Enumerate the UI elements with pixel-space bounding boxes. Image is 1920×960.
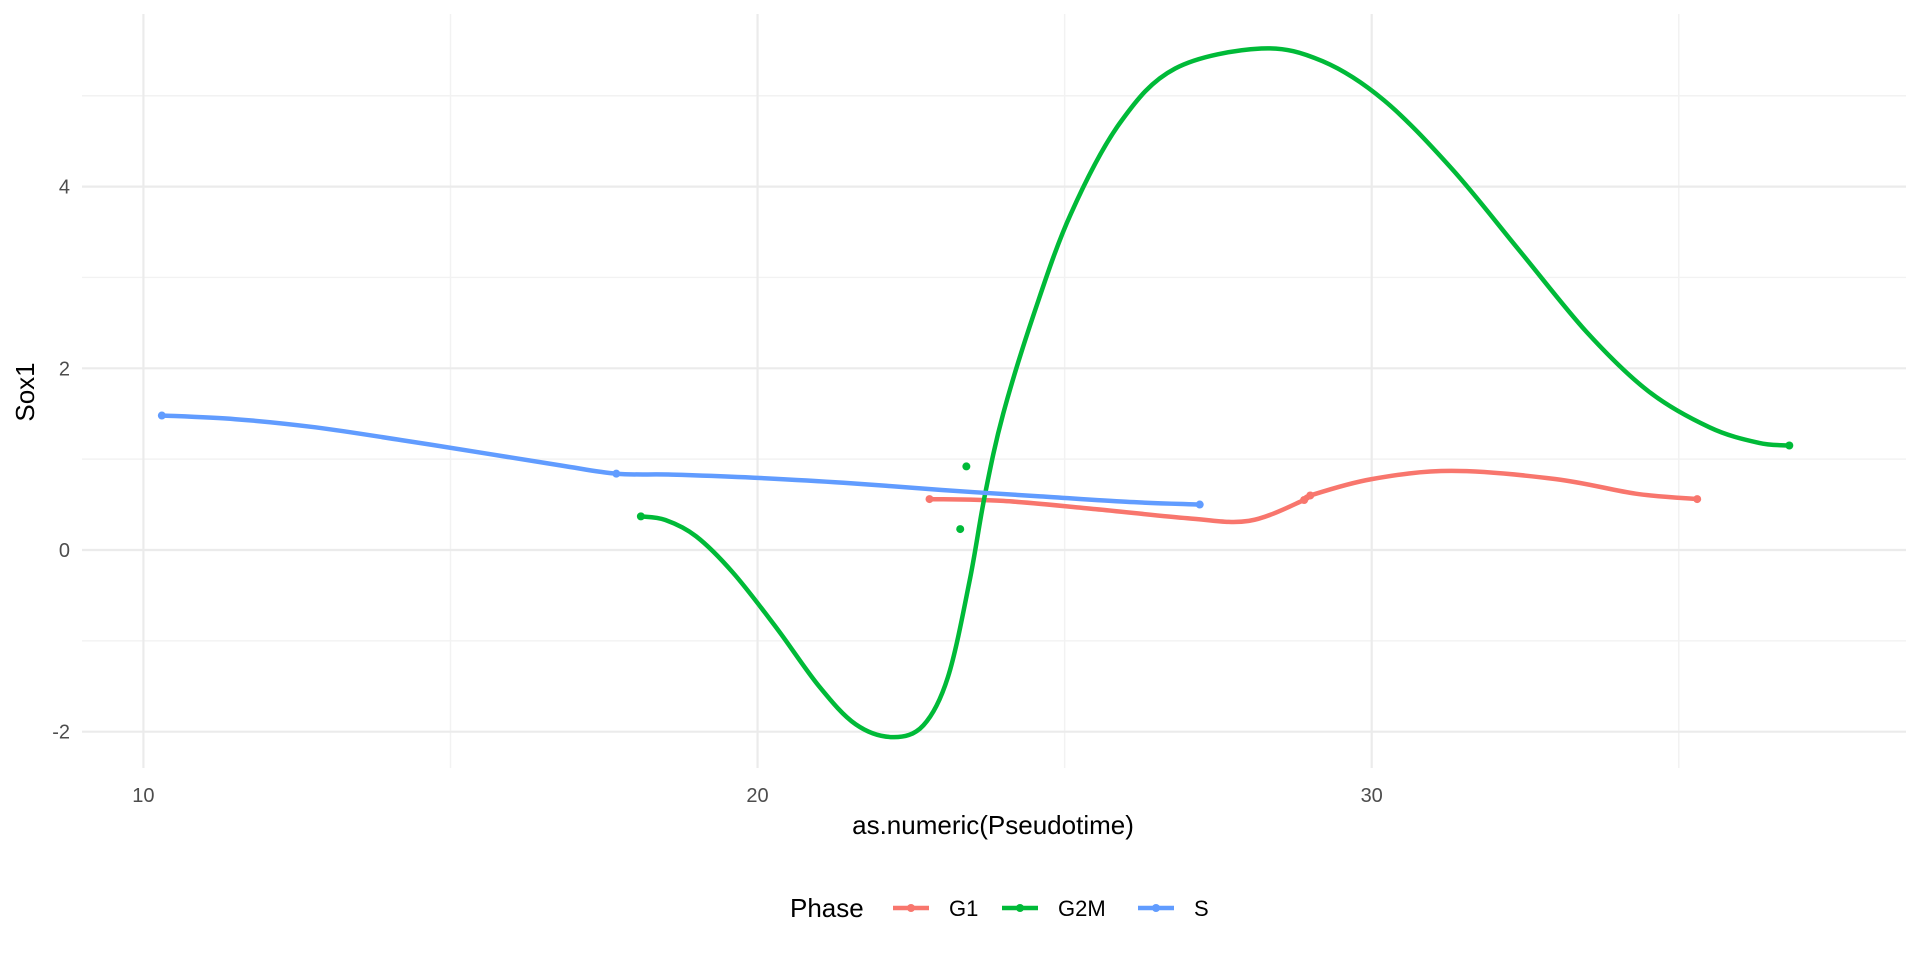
x-tick-label: 30 bbox=[1361, 785, 1383, 807]
legend-key-point-g1 bbox=[907, 904, 915, 912]
data-point-g1 bbox=[1300, 496, 1309, 505]
y-axis-title: Sox1 bbox=[10, 362, 40, 421]
data-point-s bbox=[612, 469, 621, 478]
data-point-g2m bbox=[1785, 441, 1794, 450]
data-point-g2m bbox=[636, 512, 645, 521]
data-point-g2m bbox=[956, 525, 965, 534]
series-lines bbox=[157, 46, 1794, 740]
x-tick-label: 10 bbox=[132, 785, 154, 807]
x-axis-title: as.numeric(Pseudotime) bbox=[852, 810, 1134, 840]
legend-label-g2m: G2M bbox=[1058, 896, 1106, 921]
data-point-s bbox=[1195, 500, 1204, 509]
minor-gridlines bbox=[82, 14, 1906, 768]
legend-label-s: S bbox=[1194, 896, 1209, 921]
major-gridlines bbox=[82, 14, 1906, 768]
y-tick-label: 0 bbox=[59, 540, 70, 562]
data-point-g2m bbox=[962, 462, 971, 471]
legend-key-point-s bbox=[1152, 904, 1160, 912]
x-tick-label: 20 bbox=[746, 785, 768, 807]
data-point-g1 bbox=[1693, 495, 1702, 504]
y-axis-tick-labels: -2 0 2 4 bbox=[52, 177, 70, 744]
y-tick-label: 4 bbox=[59, 177, 70, 199]
series-line-s bbox=[159, 413, 1202, 507]
series-line-g2m bbox=[638, 46, 1792, 740]
x-axis-tick-labels: 10 20 30 bbox=[132, 785, 1383, 807]
legend: Phase G1 G2M S bbox=[790, 893, 1209, 923]
data-point-g1 bbox=[1306, 491, 1315, 500]
legend-label-g1: G1 bbox=[949, 896, 978, 921]
legend-key-point-g2m bbox=[1016, 904, 1024, 912]
legend-title: Phase bbox=[790, 893, 864, 923]
data-point-s bbox=[157, 411, 166, 420]
y-tick-label: 2 bbox=[59, 358, 70, 380]
data-point-g1 bbox=[925, 495, 934, 504]
legend-entries: G1 G2M S bbox=[893, 896, 1209, 921]
y-tick-label: -2 bbox=[52, 722, 70, 744]
